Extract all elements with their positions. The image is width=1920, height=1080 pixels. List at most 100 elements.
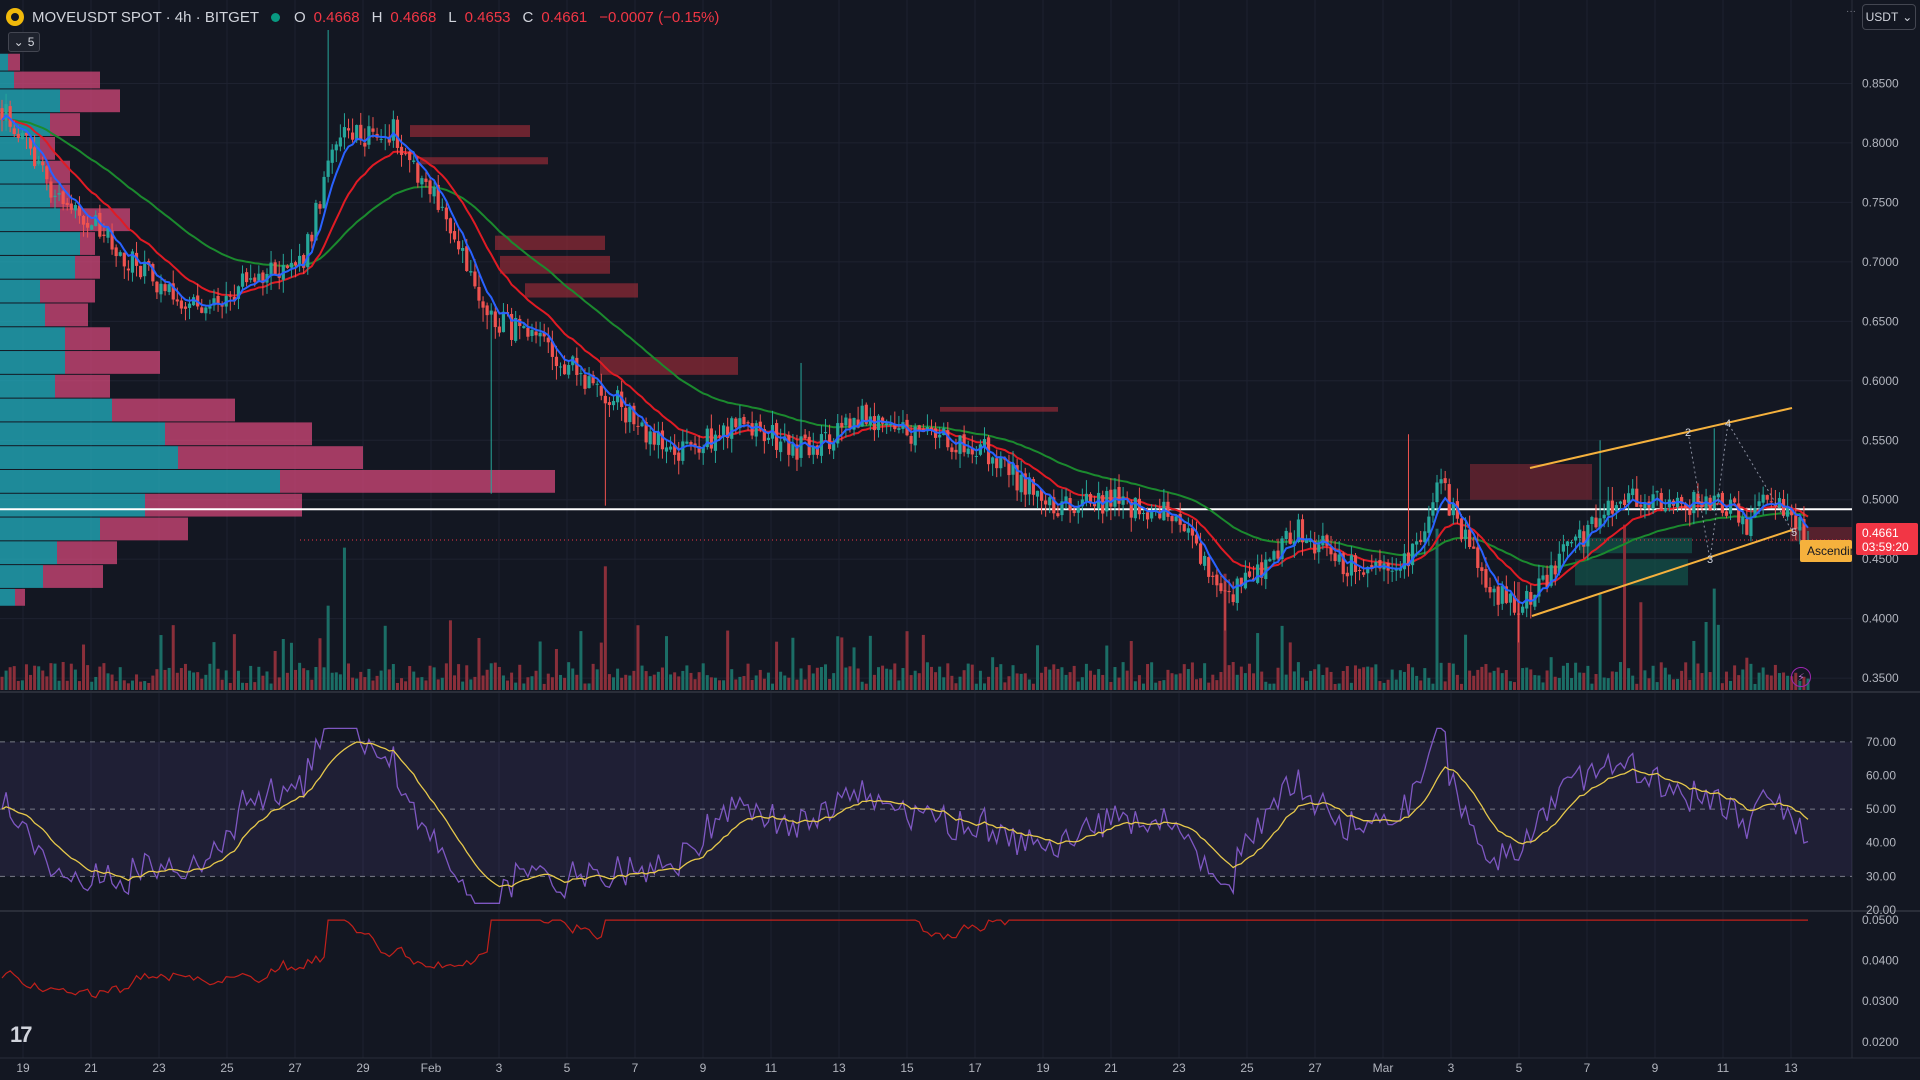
volume-bar — [1537, 675, 1541, 690]
volume-bar — [660, 667, 664, 690]
volume-profile-buy-bar — [0, 327, 65, 351]
candle-body — [644, 422, 648, 443]
candle-body — [558, 366, 563, 368]
volume-bar — [228, 682, 232, 690]
candle-body — [721, 425, 726, 436]
supply-demand-zones — [410, 125, 1852, 586]
candle-body — [1357, 570, 1362, 572]
candle-body — [1586, 524, 1590, 547]
volume-bar — [738, 676, 742, 690]
rsi-ma-line — [1, 741, 1809, 888]
candle-body — [950, 447, 954, 452]
candle-body — [689, 442, 693, 445]
volume-bar — [538, 641, 542, 690]
volume-bar — [934, 672, 938, 690]
volume-bar — [1496, 667, 1500, 690]
symbol-title[interactable]: MOVEUSDT SPOT · 4h · BITGET — [32, 8, 259, 26]
currency-selector[interactable]: USDT ⌄ — [1862, 4, 1916, 30]
symbol-header: MOVEUSDT SPOT · 4h · BITGET O 0.4668 H 0.4… — [6, 6, 723, 28]
candle-body — [995, 458, 999, 469]
volume-bar — [1154, 682, 1158, 690]
time-axis-tick-label: 3 — [1448, 1061, 1455, 1075]
volume-bar — [375, 675, 379, 690]
volume-bar — [1439, 662, 1443, 690]
lightning-alert-icon[interactable]: ⚡ — [1791, 667, 1811, 687]
volume-bar — [925, 662, 929, 690]
candle-body — [876, 415, 881, 431]
pattern-tag-label: Ascendin — [1807, 544, 1856, 558]
candle-body — [583, 374, 587, 389]
volume-bar — [567, 662, 571, 690]
volume-bar — [648, 676, 652, 690]
candle-body — [1317, 544, 1321, 553]
zone-box — [1580, 537, 1692, 554]
candle-body — [126, 268, 130, 271]
zone-box — [500, 255, 610, 274]
candle-body — [269, 262, 273, 277]
volume-bar — [828, 678, 832, 690]
candle-body — [1741, 517, 1745, 525]
pattern-point-label: 3 — [1707, 554, 1713, 566]
candle-body — [1048, 497, 1052, 506]
volume-bar — [1773, 664, 1777, 690]
volume-bar — [155, 669, 159, 690]
volume-bar — [1582, 672, 1586, 690]
volume-bar — [1207, 682, 1211, 690]
volume-bar — [220, 679, 224, 690]
time-axis-tick-label: 21 — [84, 1061, 98, 1075]
candle-body — [122, 252, 126, 267]
volume-bar — [1329, 671, 1333, 690]
candle-body — [1288, 532, 1292, 544]
volume-bar — [897, 680, 901, 690]
time-axis-tick-label: 9 — [700, 1061, 707, 1075]
rsi-axis-tick-label: 60.00 — [1866, 768, 1896, 782]
volume-bar — [1247, 663, 1251, 690]
candle-body — [351, 132, 355, 140]
more-options-icon[interactable]: ··· — [1846, 6, 1856, 17]
volume-bar — [355, 678, 359, 690]
volume-bar — [1476, 669, 1480, 690]
indicators-collapse-button[interactable]: ⌄ 5 — [8, 32, 40, 52]
volume-bar — [391, 664, 395, 690]
volume-bar — [526, 677, 530, 690]
price-axis-tick-label: 0.8500 — [1862, 76, 1899, 90]
volume-bar — [383, 625, 387, 690]
volume-bar — [1676, 678, 1680, 690]
volume-bar — [236, 670, 240, 690]
volume-bar — [1704, 621, 1708, 690]
candle-body — [216, 295, 220, 305]
volume-bar — [571, 668, 575, 690]
candle-body — [367, 126, 371, 145]
candle-body — [526, 327, 530, 337]
volume-bar — [20, 680, 24, 690]
candle-body — [1488, 586, 1492, 593]
volume-bar — [783, 675, 787, 690]
candle-body — [1366, 566, 1370, 574]
volume-bar — [481, 675, 485, 690]
volume-bar — [1337, 683, 1341, 690]
zone-box — [1470, 464, 1592, 500]
volume-bar — [1284, 674, 1288, 690]
candle-body — [815, 445, 819, 455]
tradingview-logo-icon[interactable]: 17 — [10, 1022, 33, 1047]
volume-profile-sell-bar — [43, 565, 103, 588]
candle-body — [1618, 501, 1623, 504]
candle-body — [298, 255, 302, 265]
candle-body — [192, 297, 196, 306]
candle-body — [167, 284, 171, 293]
volume-bar — [1643, 670, 1647, 690]
volume-bar — [730, 669, 734, 690]
volume-bar — [90, 681, 94, 690]
volume-bar — [1533, 675, 1537, 690]
candle-body — [1549, 565, 1553, 586]
candle-body — [37, 160, 41, 164]
volume-bar — [1052, 664, 1056, 690]
pattern-tag: Ascendin — [1800, 540, 1856, 562]
volume-bar — [1635, 683, 1639, 690]
candles — [0, 29, 1810, 643]
volume-bar — [1598, 594, 1602, 690]
volume-bar — [705, 675, 709, 690]
candle-body — [1757, 501, 1761, 507]
volume-bar — [404, 681, 408, 690]
